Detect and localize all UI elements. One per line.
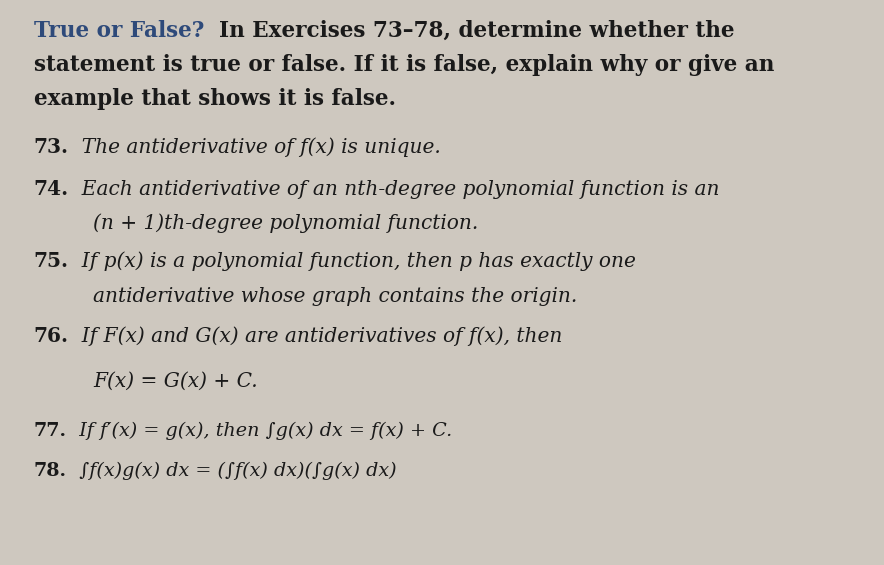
Text: The antiderivative of f(x) is unique.: The antiderivative of f(x) is unique. [69,137,440,157]
Text: 78.: 78. [34,462,66,480]
Text: If p(x) is a polynomial function, then p has exactly one: If p(x) is a polynomial function, then p… [69,251,636,271]
Text: statement is true or false. If it is false, explain why or give an: statement is true or false. If it is fal… [34,54,774,76]
Text: Each antiderivative of an nth-degree polynomial function is an: Each antiderivative of an nth-degree pol… [69,180,720,199]
Text: In Exercises 73–78, determine whether the: In Exercises 73–78, determine whether th… [204,20,735,42]
Text: True or False?: True or False? [34,20,204,42]
Text: example that shows it is false.: example that shows it is false. [34,88,396,110]
Text: 77.: 77. [34,422,66,440]
Text: antiderivative whose graph contains the origin.: antiderivative whose graph contains the … [93,287,577,306]
Text: F(x) = G(x) + C.: F(x) = G(x) + C. [93,372,257,391]
Text: ∫f(x)g(x) dx = (∫f(x) dx)(∫g(x) dx): ∫f(x)g(x) dx = (∫f(x) dx)(∫g(x) dx) [66,462,396,480]
Text: 75.: 75. [34,251,69,271]
Text: 76.: 76. [34,326,69,346]
Text: 73.: 73. [34,137,69,157]
Text: If F(x) and G(x) are antiderivatives of f(x), then: If F(x) and G(x) are antiderivatives of … [69,326,562,346]
Text: If f′(x) = g(x), then ∫g(x) dx = f(x) + C.: If f′(x) = g(x), then ∫g(x) dx = f(x) + … [66,422,452,440]
Text: (n + 1)th-degree polynomial function.: (n + 1)th-degree polynomial function. [93,213,478,233]
Text: 74.: 74. [34,179,69,199]
